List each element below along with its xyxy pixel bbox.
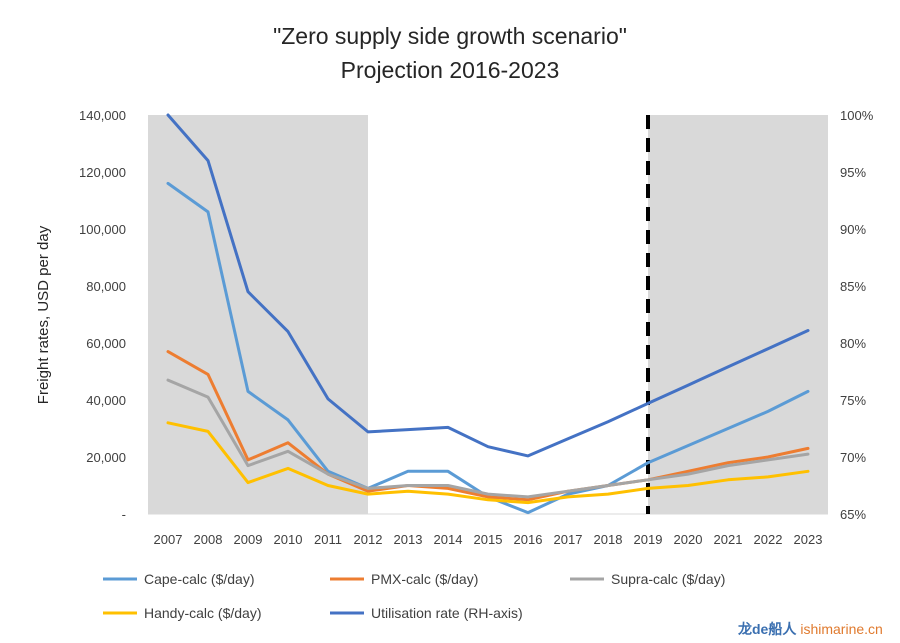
left-tick-label: 80,000 bbox=[86, 279, 126, 294]
x-tick-label: 2019 bbox=[634, 532, 663, 547]
x-tick-label: 2020 bbox=[674, 532, 703, 547]
shaded-region-2 bbox=[648, 115, 828, 514]
watermark: 龙de船人 ishimarine.cn bbox=[737, 621, 883, 637]
right-tick-label: 80% bbox=[840, 336, 866, 351]
x-tick-label: 2009 bbox=[234, 532, 263, 547]
shaded-region-1 bbox=[148, 115, 368, 514]
x-tick-label: 2017 bbox=[554, 532, 583, 547]
x-tick-label: 2014 bbox=[434, 532, 463, 547]
series-line-2 bbox=[166, 350, 810, 502]
left-tick-label: 20,000 bbox=[86, 450, 126, 465]
series-lines bbox=[166, 113, 810, 515]
left-axis-ticks: - 20,000 40,000 60,000 80,000 100,000 120,000 1… bbox=[79, 108, 126, 522]
x-tick-label: 2008 bbox=[194, 532, 223, 547]
watermark-part1: 龙de船人 bbox=[737, 621, 797, 637]
x-tick-label: 2007 bbox=[154, 532, 183, 547]
left-tick-label: 40,000 bbox=[86, 393, 126, 408]
chart-subtitle: Projection 2016-2023 bbox=[341, 57, 560, 83]
chart-title: "Zero supply side growth scenario" bbox=[273, 23, 627, 49]
shaded-regions bbox=[148, 115, 828, 514]
x-tick-label: 2023 bbox=[794, 532, 823, 547]
x-tick-label: 2015 bbox=[474, 532, 503, 547]
x-tick-label: 2012 bbox=[354, 532, 383, 547]
y-axis-label: Freight rates, USD per day bbox=[35, 225, 52, 404]
right-tick-label: 100% bbox=[840, 108, 874, 123]
series-line-3 bbox=[166, 378, 810, 499]
left-tick-label: 120,000 bbox=[79, 165, 126, 180]
right-axis-ticks: 65% 70% 75% 80% 85% 90% 95% 100% bbox=[840, 108, 874, 522]
x-tick-label: 2021 bbox=[714, 532, 743, 547]
left-tick-label: - bbox=[122, 507, 126, 522]
left-tick-label: 100,000 bbox=[79, 222, 126, 237]
right-tick-label: 85% bbox=[840, 279, 866, 294]
right-tick-label: 65% bbox=[840, 507, 866, 522]
right-tick-label: 95% bbox=[840, 165, 866, 180]
x-tick-label: 2011 bbox=[314, 532, 342, 547]
x-tick-label: 2010 bbox=[274, 532, 303, 547]
watermark-part2: ishimarine.cn bbox=[800, 621, 882, 637]
legend-label-1: Cape-calc ($/day) bbox=[144, 571, 255, 587]
legend: Cape-calc ($/day) PMX-calc ($/day) Supra-c… bbox=[103, 571, 725, 621]
left-tick-label: 60,000 bbox=[86, 336, 126, 351]
legend-label-3: Supra-calc ($/day) bbox=[611, 571, 725, 587]
x-tick-label: 2018 bbox=[594, 532, 623, 547]
series-line-4 bbox=[166, 421, 810, 505]
series-line-5 bbox=[166, 113, 810, 458]
x-axis-ticks: 2007 2008 2009 2010 2011 2012 2013 2014 2015 2016… bbox=[154, 532, 823, 547]
legend-label-5: Utilisation rate (RH-axis) bbox=[371, 605, 523, 621]
x-tick-label: 2013 bbox=[394, 532, 423, 547]
x-tick-label: 2022 bbox=[754, 532, 783, 547]
x-tick-label: 2016 bbox=[514, 532, 543, 547]
legend-label-2: PMX-calc ($/day) bbox=[371, 571, 478, 587]
legend-label-4: Handy-calc ($/day) bbox=[144, 605, 262, 621]
left-tick-label: 140,000 bbox=[79, 108, 126, 123]
right-tick-label: 75% bbox=[840, 393, 866, 408]
right-tick-label: 70% bbox=[840, 450, 866, 465]
right-tick-label: 90% bbox=[840, 222, 866, 237]
